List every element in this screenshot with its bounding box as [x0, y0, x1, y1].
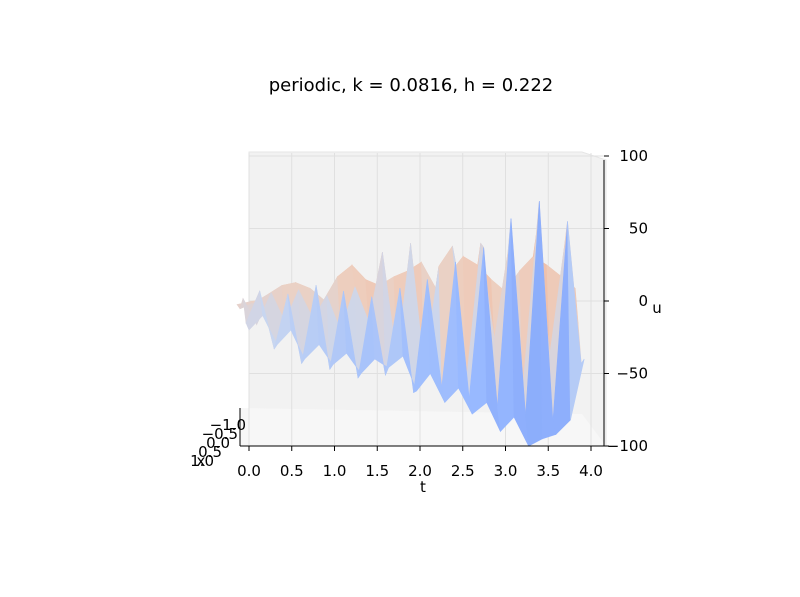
t-tick-label: 4.0 [579, 462, 603, 480]
u-axis-label: u [652, 299, 662, 317]
x-tick-label: 1.0 [190, 452, 214, 470]
surface [236, 201, 585, 447]
u-tick-label: −100 [607, 437, 648, 455]
t-tick-label: 0.5 [280, 462, 304, 480]
tick-labels: 0.0 0.5 1.0 1.5 2.0 2.5 3.0 3.5 4.0100500−50−100… [190, 147, 648, 480]
x-axis-label: x [197, 452, 206, 470]
t-tick-label: 1.5 [365, 462, 389, 480]
u-tick-label: 50 [629, 220, 648, 238]
axes [239, 160, 605, 447]
t-tick-label: 2.5 [451, 462, 475, 480]
u-tick-label: −50 [616, 365, 648, 383]
t-tick-label: 3.5 [536, 462, 560, 480]
u-tick-label: 0 [638, 292, 648, 310]
u-tick-label: 100 [619, 147, 648, 165]
chart-title: periodic, k = 0.0816, h = 0.222 [269, 75, 554, 96]
t-axis-label: t [420, 478, 426, 496]
x-tick-label: −0.5 [202, 425, 238, 443]
t-tick-label: 2.0 [408, 462, 432, 480]
x-tick-label: 0.5 [198, 443, 222, 461]
x-tick-label: −1.0 [210, 416, 246, 434]
t-tick-label: 3.0 [494, 462, 518, 480]
t-tick-label: 0.0 [237, 462, 261, 480]
t-tick-label: 1.0 [323, 462, 347, 480]
x-tick-label: 0.0 [206, 434, 230, 452]
surface-patch [567, 221, 585, 420]
